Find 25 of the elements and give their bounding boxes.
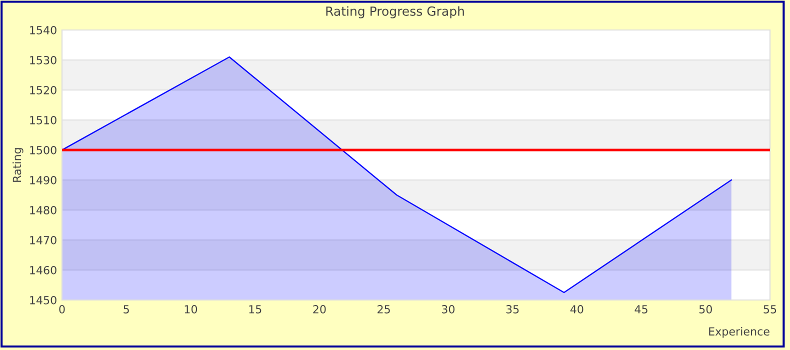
y-tick-label: 1520	[30, 86, 56, 94]
x-tick-label: 50	[699, 305, 712, 314]
x-tick-label: 30	[442, 305, 455, 314]
x-tick-label: 10	[184, 305, 198, 314]
y-tick-label: 1480	[30, 206, 56, 214]
x-tick-label: 40	[570, 305, 584, 314]
x-tick-label: 55	[764, 305, 776, 314]
y-tick-label: 1460	[30, 266, 56, 274]
chart-title: Rating Progress Graph	[326, 6, 464, 18]
y-axis-title: Rating	[12, 148, 24, 182]
x-tick-label: 5	[124, 305, 129, 314]
x-axis-title: Experience	[709, 327, 770, 338]
y-tick-label: 1490	[30, 176, 56, 184]
x-tick-label: 45	[634, 305, 648, 314]
y-tick-label: 1530	[30, 56, 56, 64]
x-tick-label: 20	[313, 305, 326, 314]
x-tick-label: 0	[59, 305, 65, 314]
y-tick-label: 1470	[30, 236, 56, 244]
x-tick-label: 15	[249, 305, 262, 314]
y-tick-label: 1450	[30, 296, 56, 304]
x-tick-label: 25	[378, 305, 390, 314]
x-tick-label: 35	[506, 305, 519, 314]
y-tick-label: 1500	[30, 146, 56, 154]
y-tick-label: 1540	[30, 26, 56, 34]
y-tick-label: 1510	[30, 116, 56, 124]
